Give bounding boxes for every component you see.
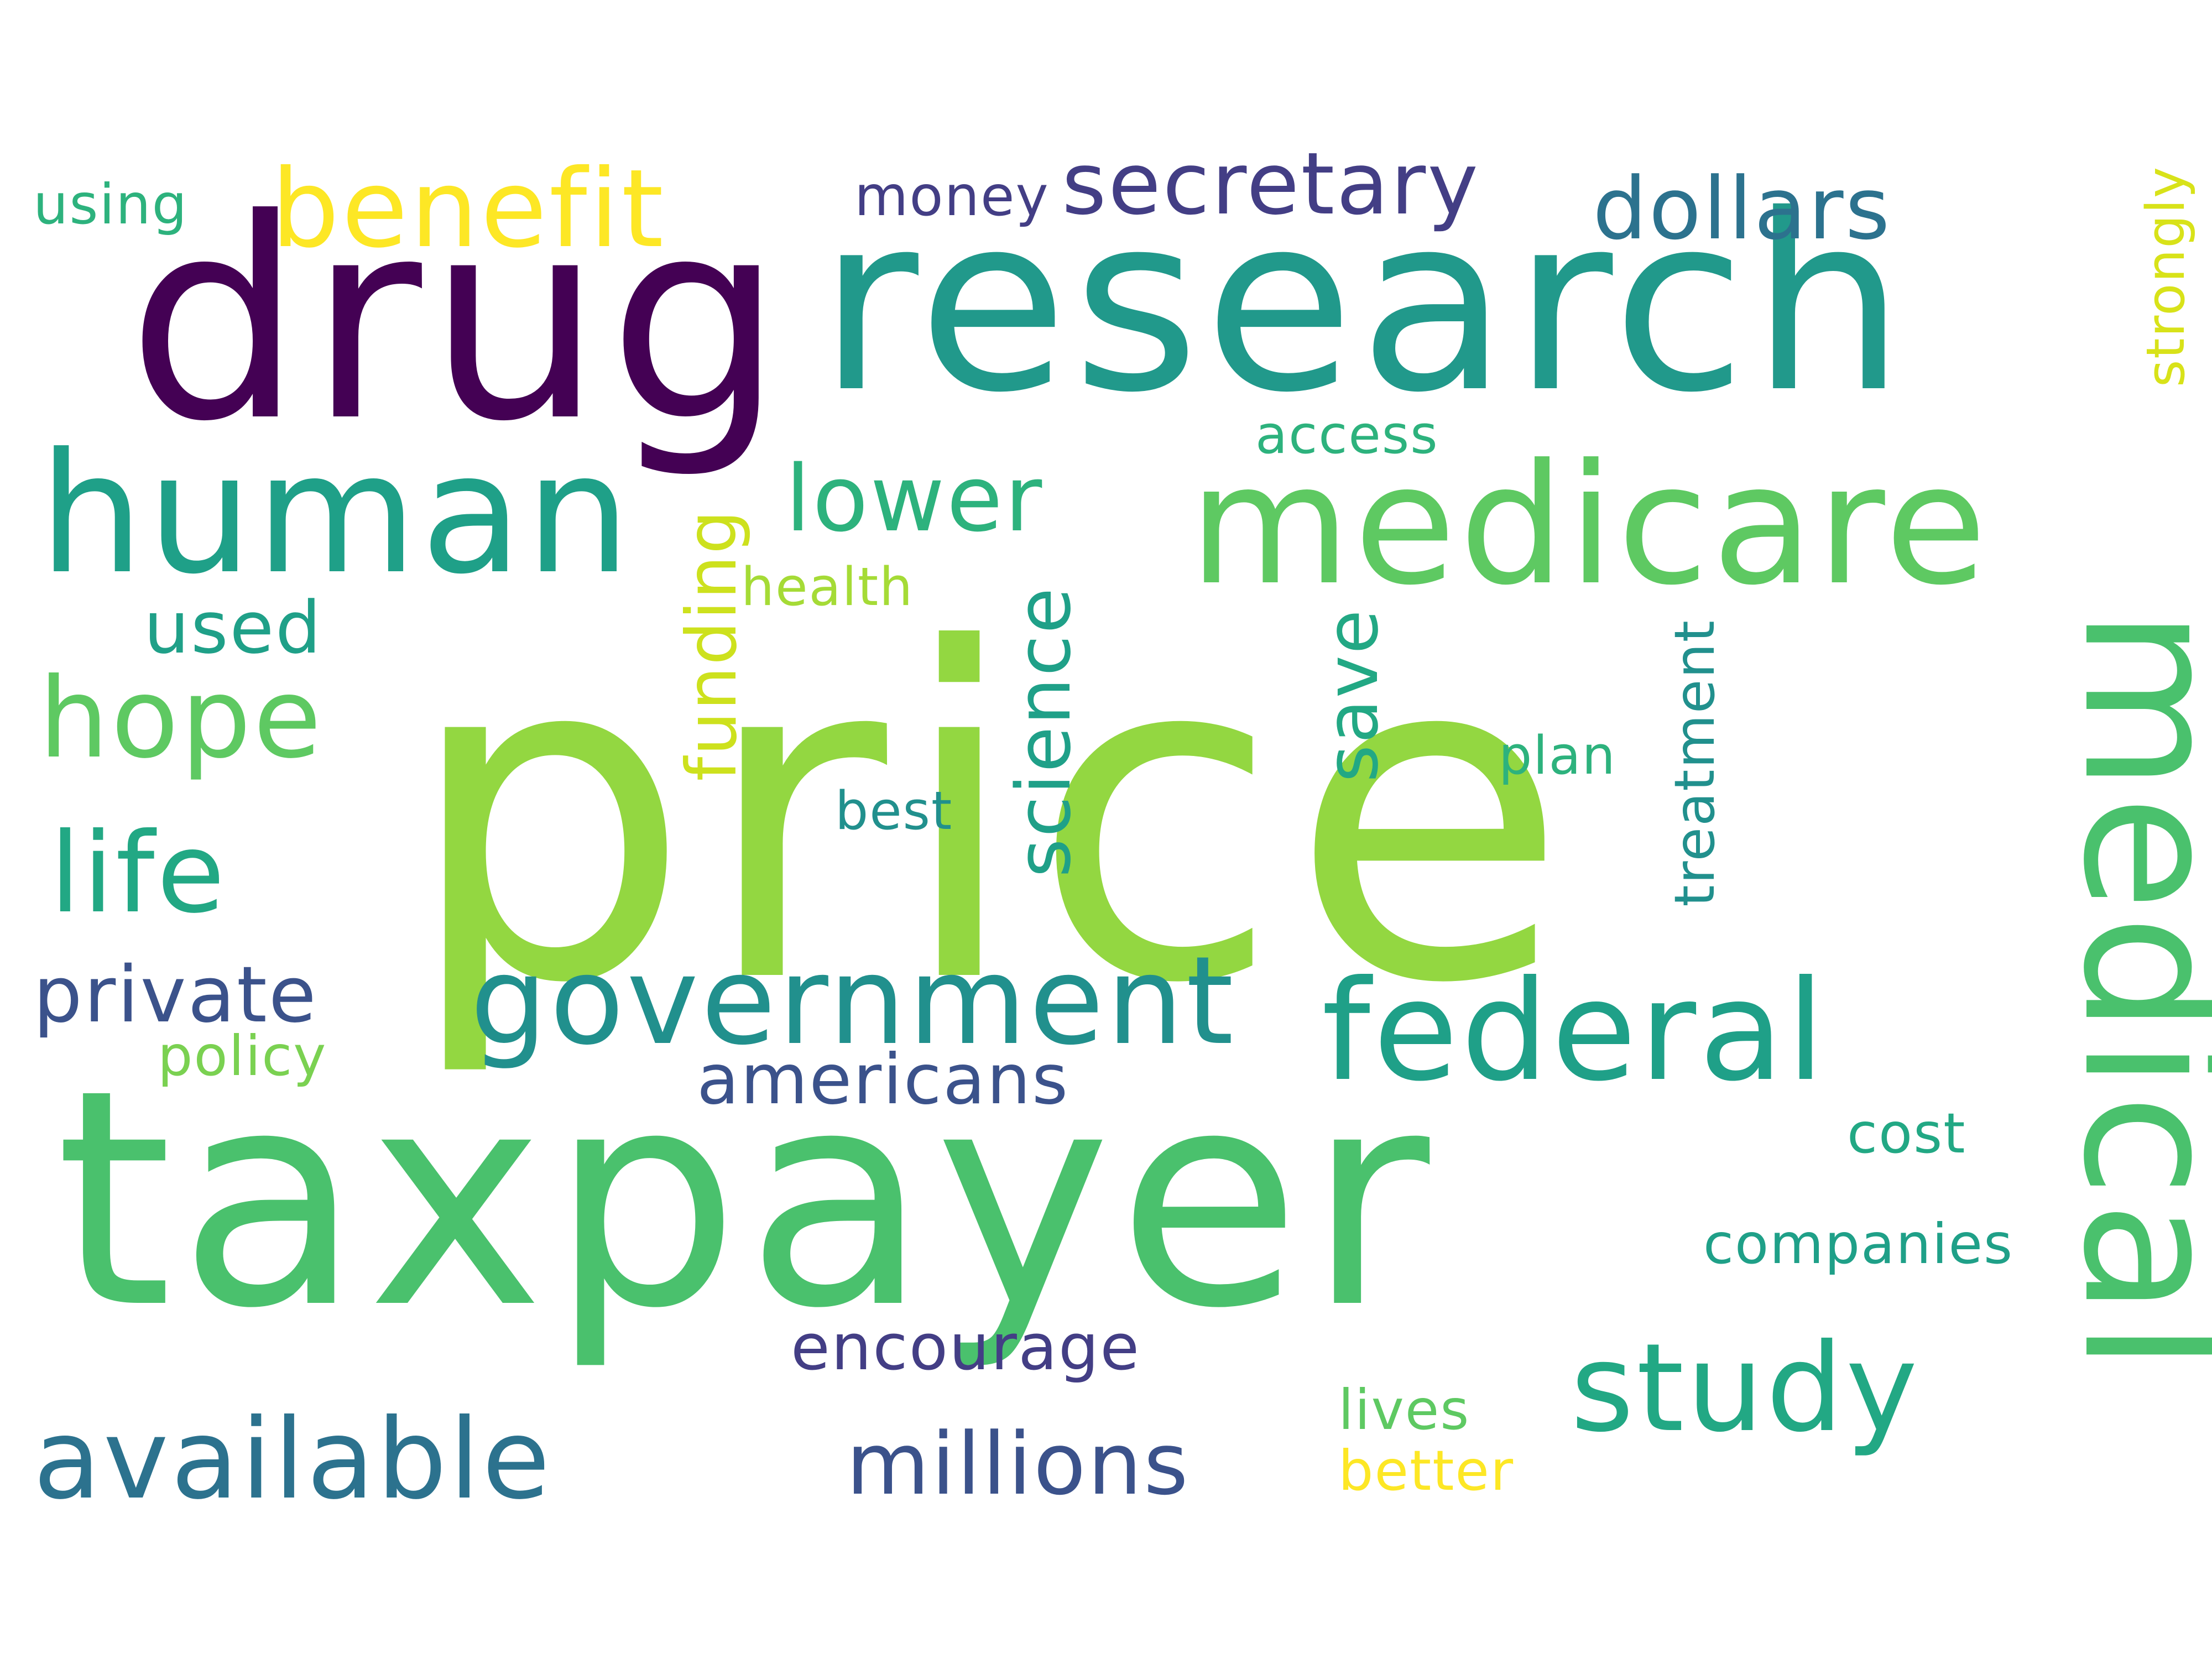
word-companies: companies <box>1703 1212 2014 1276</box>
word-medicare: medicare <box>1189 429 1990 622</box>
word-private: private <box>33 950 318 1040</box>
word-access: access <box>1255 405 1439 466</box>
word-funding: funding <box>672 509 752 781</box>
word-federal: federal <box>1322 951 1828 1112</box>
word-price: price <box>404 555 1578 1082</box>
word-human: human <box>39 418 634 611</box>
word-drug: drug <box>127 160 790 482</box>
word-health: health <box>741 557 914 618</box>
word-available: available <box>33 1395 552 1524</box>
word-research: research <box>818 163 1910 446</box>
word-americans: americans <box>697 1040 1070 1120</box>
word-lives: lives <box>1338 1378 1470 1442</box>
word-save: save <box>1310 608 1394 782</box>
word-money: money <box>854 164 1050 228</box>
word-dollars: dollars <box>1593 159 1892 259</box>
word-medical: medical <box>2042 608 2212 1376</box>
word-best: best <box>835 781 953 842</box>
word-cost: cost <box>1847 1101 1966 1166</box>
word-better: better <box>1338 1438 1515 1503</box>
word-encourage: encourage <box>791 1311 1141 1385</box>
word-millions: millions <box>846 1414 1190 1514</box>
word-used: used <box>144 586 323 670</box>
word-government: government <box>470 930 1237 1072</box>
word-benefit: benefit <box>271 146 666 272</box>
word-strongly: strongly <box>2136 166 2197 388</box>
word-policy: policy <box>158 1024 327 1088</box>
word-treatment: treatment <box>1662 619 1727 907</box>
word-hope: hope <box>39 654 324 783</box>
word-using: using <box>33 172 189 237</box>
word-taxpayer: taxpayer <box>55 1026 1436 1374</box>
word-life: life <box>50 809 227 938</box>
word-lower: lower <box>785 446 1044 552</box>
word-secretary: secretary <box>1062 134 1480 234</box>
word-science: science <box>1000 586 1087 878</box>
word-plan: plan <box>1499 726 1616 786</box>
word-study: study <box>1571 1317 1921 1459</box>
